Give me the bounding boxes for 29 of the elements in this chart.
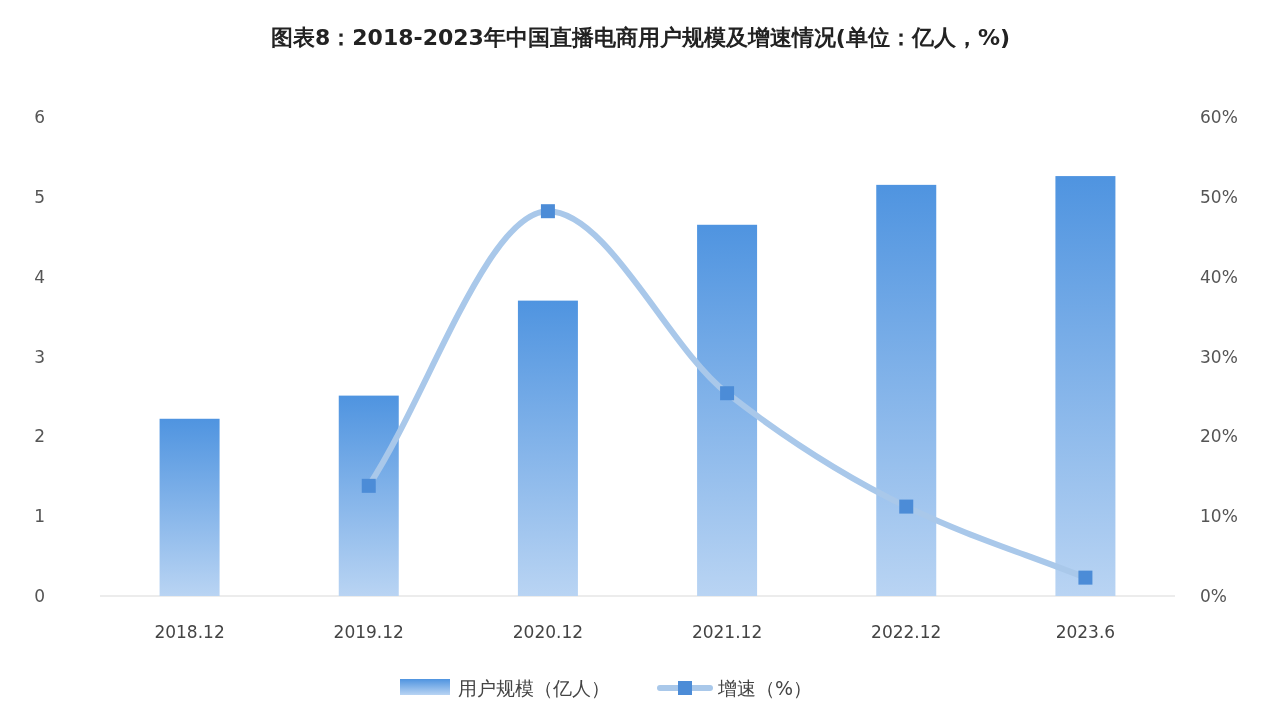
- y-tick-label: 4: [34, 266, 45, 287]
- y2-tick-label: 40%: [1200, 266, 1238, 287]
- x-tick-label: 2019.12: [333, 622, 404, 642]
- chart-title: 图表8：2018-2023年中国直播电商用户规模及增速情况(单位：亿人，%): [270, 25, 1011, 50]
- y2-tick-label: 30%: [1200, 346, 1238, 367]
- bar: [338, 395, 399, 596]
- x-tick-label: 2021.12: [691, 622, 763, 642]
- legend-label: 增速（%）: [717, 677, 813, 699]
- y-tick-label: 2: [34, 426, 45, 447]
- y2-tick-label: 50%: [1200, 186, 1238, 207]
- x-tick-label: 2023.6: [1055, 622, 1116, 642]
- y-tick-label: 1: [34, 506, 45, 527]
- bar: [517, 300, 578, 596]
- x-tick-label: 2020.12: [512, 622, 584, 642]
- y2-tick-label: 60%: [1200, 107, 1238, 127]
- bar: [1055, 176, 1116, 596]
- y2-tick-label: 20%: [1200, 426, 1238, 447]
- y2-tick-label: 10%: [1200, 506, 1238, 527]
- x-tick-label: 2022.12: [871, 622, 942, 642]
- y-tick-label: 3: [34, 346, 45, 367]
- y2-tick-label: 0%: [1200, 586, 1227, 606]
- x-tick-label: 2018.12: [154, 622, 225, 642]
- bar: [159, 418, 220, 596]
- bar: [876, 184, 937, 596]
- y-tick-label: 5: [34, 186, 45, 207]
- bar: [697, 224, 758, 596]
- y-tick-label: 6: [34, 107, 45, 127]
- legend-label: 用户规模（亿人）: [458, 677, 610, 699]
- y-tick-label: 0: [34, 586, 45, 606]
